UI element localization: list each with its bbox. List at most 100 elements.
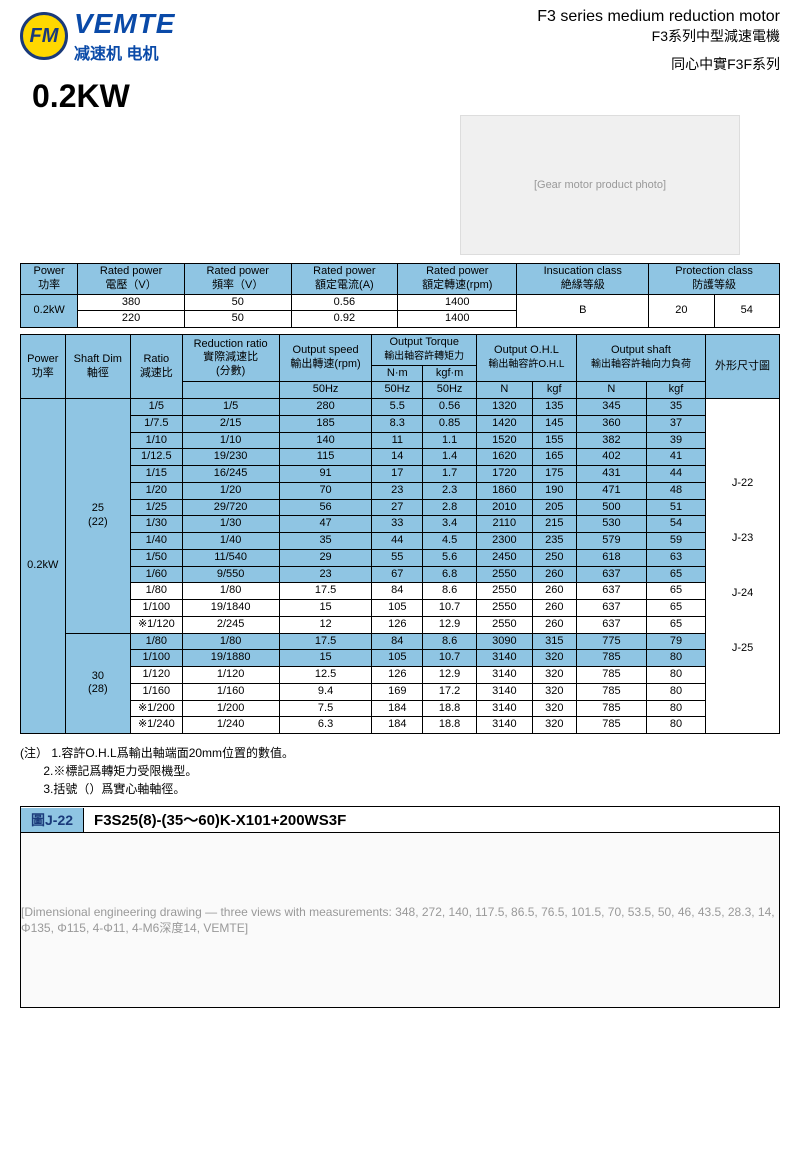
cell: 67 xyxy=(372,566,423,583)
cell: 50 xyxy=(184,311,291,328)
note-1: 1.容許O.H.L爲輸出軸端面20mm位置的數值。 xyxy=(51,746,294,760)
spec-table: Power功率 Shaft Dim軸徑 Ratio減速比 Reduction r… xyxy=(20,334,780,734)
h-blank xyxy=(182,382,279,399)
cell: 50 xyxy=(184,294,291,311)
logo-icon: FM xyxy=(20,12,68,60)
cell: 7.5 xyxy=(279,700,372,717)
notes-block: (注） 1.容許O.H.L爲輸出軸端面20mm位置的數值。 2.※標記爲轉矩力受… xyxy=(0,740,800,802)
cell: 1/50 xyxy=(131,549,182,566)
h-kgf: kgf xyxy=(646,382,705,399)
cell: 19/1840 xyxy=(182,600,279,617)
cell: 135 xyxy=(532,399,576,416)
h-dim: 外形尺寸圖 xyxy=(706,335,780,399)
cell: 1/25 xyxy=(131,499,182,516)
cell: 785 xyxy=(576,683,646,700)
cell: 1/60 xyxy=(131,566,182,583)
h-torque: Output Torque輸出軸容許轉矩力 xyxy=(372,335,477,366)
cell: 5.5 xyxy=(372,399,423,416)
cell: 3140 xyxy=(477,650,533,667)
cell: 0.92 xyxy=(291,311,398,328)
h-output-shaft: Output shaft輸出軸容許軸向力負荷 xyxy=(576,335,705,382)
cell: 320 xyxy=(532,683,576,700)
cell: 3090 xyxy=(477,633,533,650)
cell: 1860 xyxy=(477,482,533,499)
cell: 1/10 xyxy=(182,432,279,449)
page-header: FM VEMTE 减速机 电机 F3 series medium reducti… xyxy=(0,0,800,74)
brand-text: VEMTE 减速机 电机 xyxy=(74,8,175,64)
cell: 175 xyxy=(532,466,576,483)
cell: 190 xyxy=(532,482,576,499)
cell: 29 xyxy=(279,549,372,566)
cell: 29/720 xyxy=(182,499,279,516)
cell: 115 xyxy=(279,449,372,466)
cell: 1.1 xyxy=(423,432,477,449)
cell: 1/7.5 xyxy=(131,415,182,432)
cell: 2010 xyxy=(477,499,533,516)
cell: 80 xyxy=(646,683,705,700)
brand-name-en: VEMTE xyxy=(74,8,175,40)
product-photo: [Gear motor product photo] xyxy=(460,115,740,255)
note-2: 2.※標記爲轉矩力受限機型。 xyxy=(43,764,197,778)
cell: 15 xyxy=(279,600,372,617)
cell: 126 xyxy=(372,616,423,633)
cell: 2/15 xyxy=(182,415,279,432)
cell: 91 xyxy=(279,466,372,483)
cell: 9.4 xyxy=(279,683,372,700)
cell: 65 xyxy=(646,616,705,633)
cell: 1.7 xyxy=(423,466,477,483)
cell: 59 xyxy=(646,533,705,550)
cell: 785 xyxy=(576,667,646,684)
cell: 1/120 xyxy=(182,667,279,684)
dimension-figure-label: 圖J-22 xyxy=(21,808,84,832)
cell: 23 xyxy=(279,566,372,583)
cell: 431 xyxy=(576,466,646,483)
cell: 1/80 xyxy=(182,633,279,650)
cell: 1/80 xyxy=(131,583,182,600)
cell: 23 xyxy=(372,482,423,499)
cell: 2550 xyxy=(477,583,533,600)
cell: 33 xyxy=(372,516,423,533)
cell: 1/160 xyxy=(131,683,182,700)
logo-block: FM VEMTE 减速机 电机 xyxy=(20,8,175,64)
cell: 19/230 xyxy=(182,449,279,466)
h-n: N xyxy=(477,382,533,399)
cell: 3140 xyxy=(477,700,533,717)
cell: 1/120 xyxy=(131,667,182,684)
cell: 1/240 xyxy=(182,717,279,734)
cell: 65 xyxy=(646,566,705,583)
cell: 155 xyxy=(532,432,576,449)
cell: 215 xyxy=(532,516,576,533)
cell: 84 xyxy=(372,633,423,650)
cell: 1620 xyxy=(477,449,533,466)
note-label: (注） xyxy=(20,746,48,760)
cell: 41 xyxy=(646,449,705,466)
cell: 0.56 xyxy=(291,294,398,311)
cell: 27 xyxy=(372,499,423,516)
cell: 250 xyxy=(532,549,576,566)
series-subtitle: 同心中實F3F系列 xyxy=(537,54,780,74)
cell: 44 xyxy=(646,466,705,483)
cell: 14 xyxy=(372,449,423,466)
cell-shaft: 25(22) xyxy=(65,399,131,634)
cell: ※1/240 xyxy=(131,717,182,734)
cell: 1420 xyxy=(477,415,533,432)
h-kgfm: kgf·m xyxy=(423,365,477,382)
brand-name-cn: 减速机 电机 xyxy=(74,40,175,64)
cell: 205 xyxy=(532,499,576,516)
ratings-table: Power功率 Rated power電壓（V） Rated power頻率（V… xyxy=(20,263,780,328)
cell: ※1/120 xyxy=(131,616,182,633)
cell: 785 xyxy=(576,650,646,667)
hdr-power: Power功率 xyxy=(21,264,78,295)
cell: 579 xyxy=(576,533,646,550)
hdr-voltage: Rated power電壓（V） xyxy=(78,264,185,295)
cell: 1/15 xyxy=(131,466,182,483)
cell: 320 xyxy=(532,667,576,684)
cell: 39 xyxy=(646,432,705,449)
cell: 1720 xyxy=(477,466,533,483)
cell: 10.7 xyxy=(423,600,477,617)
cell: 65 xyxy=(646,600,705,617)
cell: 145 xyxy=(532,415,576,432)
cell: 1/200 xyxy=(182,700,279,717)
cell: 184 xyxy=(372,700,423,717)
cell: 6.3 xyxy=(279,717,372,734)
